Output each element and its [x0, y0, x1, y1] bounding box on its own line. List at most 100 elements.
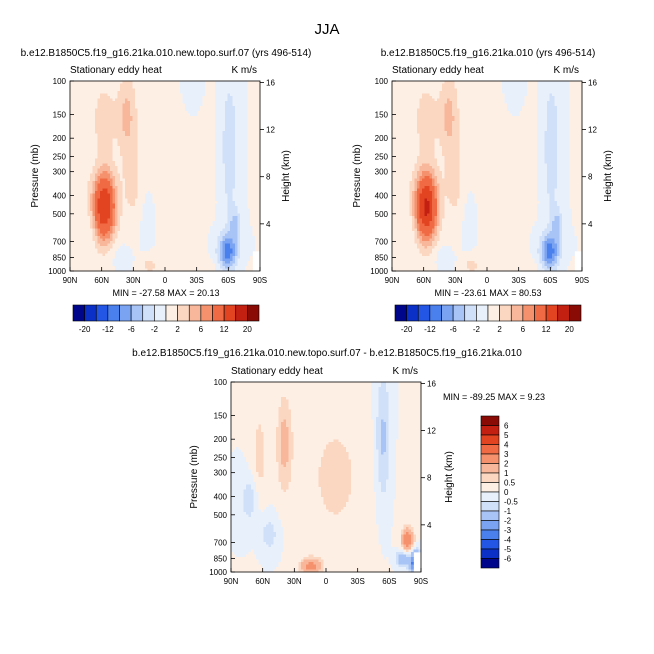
field-cell: [195, 86, 198, 89]
field-cell: [72, 151, 76, 154]
field-cell: [122, 108, 126, 112]
field-cell: [75, 181, 78, 184]
field-cell: [245, 153, 248, 157]
field-cell: [197, 106, 201, 109]
field-cell: [152, 81, 156, 84]
field-cell: [97, 166, 101, 169]
field-cell: [235, 228, 238, 232]
field-cell: [222, 178, 226, 182]
field-cell: [122, 146, 126, 149]
field-cell: [122, 93, 126, 97]
field-cell: [237, 183, 241, 187]
field-cell: [207, 238, 211, 242]
field-cell: [75, 118, 78, 122]
field-cell: [95, 88, 98, 92]
field-cell: [90, 186, 93, 189]
field-cell: [147, 111, 151, 114]
field-cell: [147, 223, 151, 227]
field-cell: [162, 128, 166, 132]
field-cell: [172, 156, 176, 159]
field-cell: [255, 213, 258, 217]
field-cell: [97, 231, 101, 234]
field-cell: [97, 211, 101, 214]
field-cell: [255, 96, 258, 99]
field-cell: [240, 226, 243, 229]
field-cell: [135, 108, 138, 112]
field-cell: [157, 161, 161, 164]
field-cell: [152, 171, 156, 174]
field-cell: [197, 138, 201, 142]
field-cell: [252, 228, 256, 232]
field-cell: [185, 188, 188, 192]
field-cell: [172, 233, 176, 237]
field-cell: [130, 143, 133, 147]
field-cell: [230, 198, 233, 202]
field-cell: [112, 211, 116, 214]
field-cell: [135, 231, 138, 234]
field-cell: [70, 128, 73, 132]
field-cell: [150, 186, 153, 189]
field-cell: [250, 81, 253, 84]
field-cell: [150, 208, 153, 212]
field-cell: [235, 111, 238, 114]
field-cell: [255, 163, 258, 167]
field-cell: [170, 153, 173, 157]
field-cell: [125, 166, 128, 169]
field-cell: [240, 176, 243, 179]
field-cell: [105, 131, 108, 134]
field-cell: [172, 198, 176, 202]
field-cell: [252, 176, 256, 179]
field-cell: [105, 183, 108, 187]
field-cell: [240, 171, 243, 174]
field-cell: [150, 191, 153, 194]
field-cell: [247, 203, 251, 207]
field-cell: [137, 223, 141, 227]
field-cell: [152, 223, 156, 227]
field-cell: [97, 128, 101, 132]
field-cell: [167, 91, 171, 94]
field-cell: [130, 191, 133, 194]
field-cell: [105, 83, 108, 87]
field-cell: [115, 166, 118, 169]
field-cell: [107, 131, 111, 134]
field-cell: [242, 91, 246, 94]
field-cell: [242, 188, 246, 192]
field-cell: [235, 138, 238, 142]
field-cell: [242, 101, 246, 104]
field-cell: [215, 178, 218, 182]
field-cell: [237, 231, 241, 234]
field-cell: [182, 206, 186, 209]
field-cell: [182, 163, 186, 167]
field-cell: [150, 156, 153, 159]
field-cell: [232, 231, 236, 234]
field-cell: [102, 148, 106, 152]
field-cell: [242, 111, 246, 114]
field-cell: [247, 143, 251, 147]
field-cell: [137, 178, 141, 182]
field-cell: [220, 111, 223, 114]
field-cell: [170, 173, 173, 177]
field-cell: [82, 133, 86, 137]
field-cell: [240, 216, 243, 219]
field-cell: [212, 133, 216, 137]
field-cell: [117, 191, 121, 194]
field-cell: [160, 223, 163, 227]
field-cell: [130, 203, 133, 207]
field-cell: [202, 161, 206, 164]
field-cell: [192, 236, 196, 239]
field-cell: [190, 146, 193, 149]
field-cell: [80, 116, 83, 119]
field-cell: [220, 156, 223, 159]
field-cell: [222, 96, 226, 99]
field-cell: [240, 131, 243, 134]
field-cell: [125, 86, 128, 89]
field-cell: [150, 233, 153, 237]
field-cell: [170, 211, 173, 214]
field-cell: [165, 196, 168, 199]
field-cell: [130, 86, 133, 89]
field-cell: [210, 133, 213, 137]
field-cell: [117, 121, 121, 124]
field-cell: [102, 143, 106, 147]
field-cell: [255, 138, 258, 142]
field-cell: [127, 206, 131, 209]
